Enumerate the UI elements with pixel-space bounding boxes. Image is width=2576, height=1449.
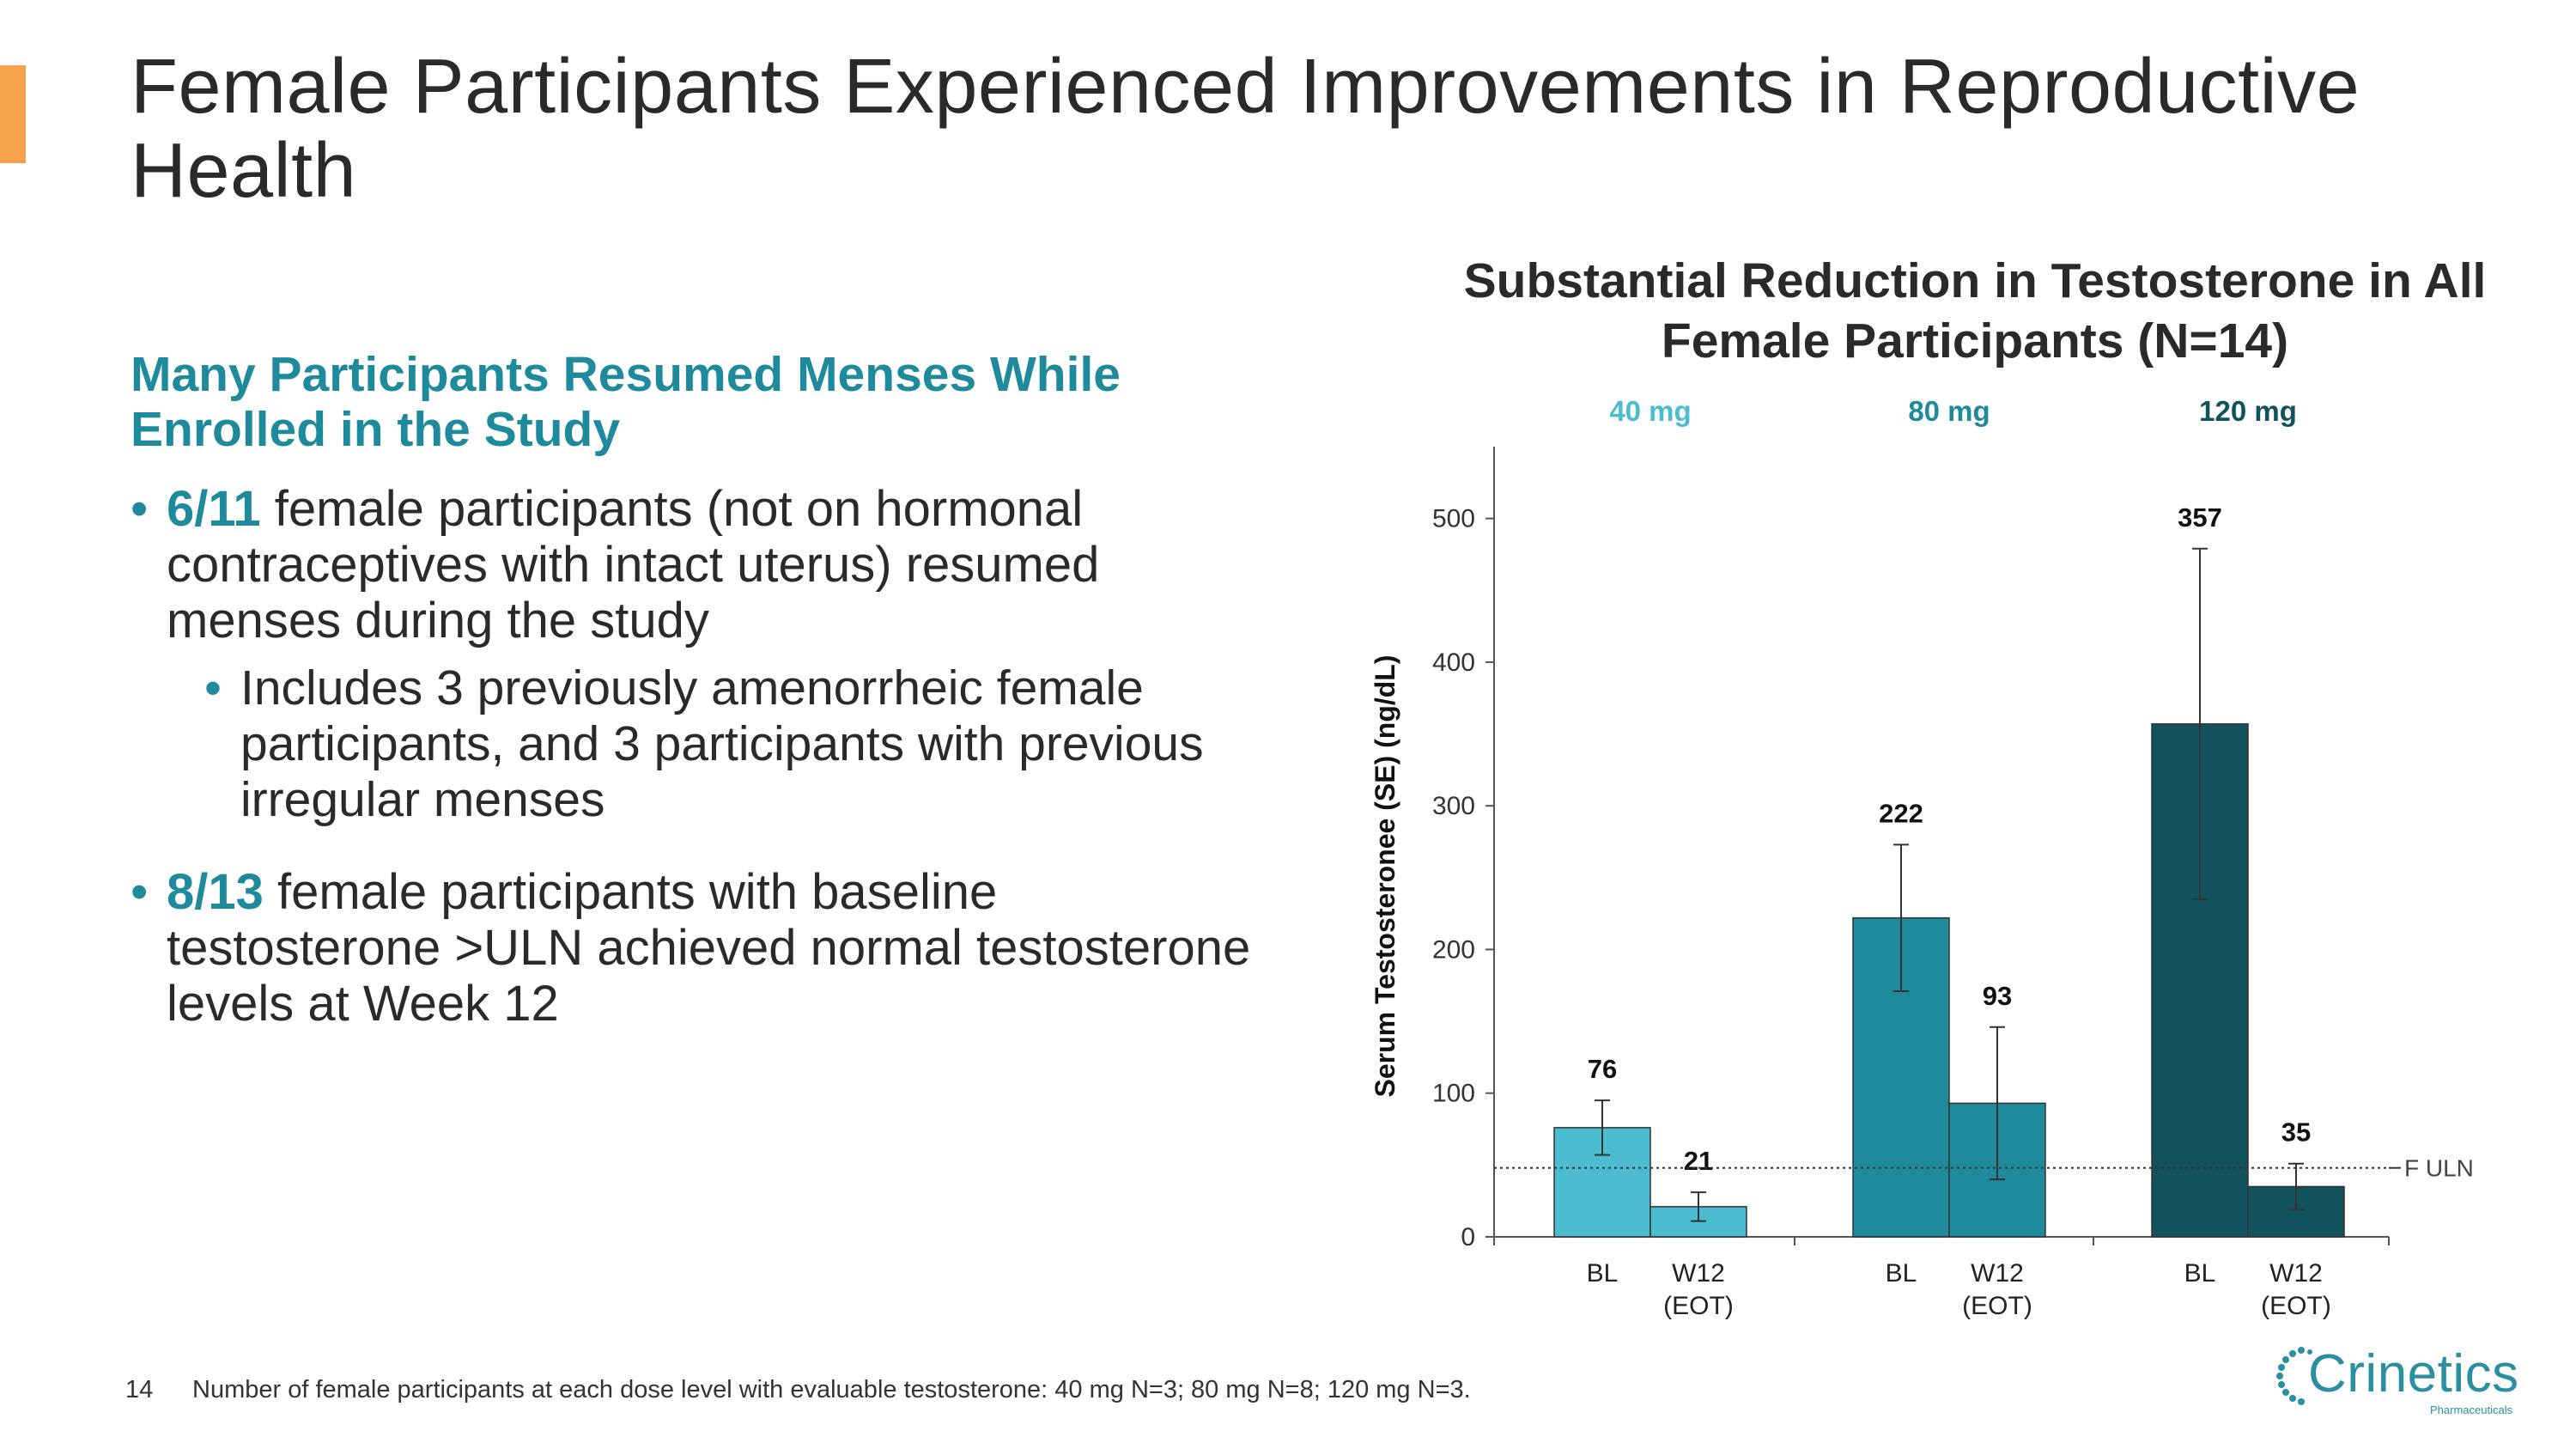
left-column: Many Participants Resumed Menses While E… — [131, 347, 1273, 1044]
group-label: 120 mg — [2199, 395, 2297, 427]
y-tick-label: 300 — [1432, 792, 1475, 820]
x-category-label: BL — [2184, 1259, 2216, 1288]
bullet-dot: • — [131, 864, 149, 920]
y-tick-label: 400 — [1432, 648, 1475, 677]
x-category-label: (EOT) — [1962, 1292, 2032, 1320]
sub-bullet-amenorrheic: • Includes 3 previously amenorrheic femal… — [131, 661, 1273, 828]
logo-dots-icon — [2276, 1347, 2312, 1405]
y-axis-label: Serum Testosteronee (SE) (ng/dL) — [1370, 654, 1400, 1097]
bullet-text: female participants (not on hormonal con… — [167, 481, 1100, 648]
title-accent-bar — [0, 65, 26, 163]
logo-subtitle: Pharmaceuticals — [2430, 1403, 2513, 1416]
testosterone-bar-chart: 0 100 200 300 400 500 Serum Testosteronee (SE)… — [1370, 395, 2474, 1320]
data-label: 357 — [2178, 502, 2222, 533]
bullet-text: female participants with baseline testos… — [167, 864, 1251, 1032]
bullet-highlight: 8/13 — [167, 864, 264, 920]
y-tick-label: 100 — [1432, 1080, 1475, 1108]
x-category-label: (EOT) — [2261, 1292, 2331, 1320]
data-label: 222 — [1879, 798, 1923, 828]
group-label: 40 mg — [1609, 395, 1691, 427]
crinetics-logo: Crinetics Pharmaceuticals — [2267, 1340, 2518, 1417]
chart-title: Substantial Reduction in Testosterone in… — [1463, 253, 2487, 368]
bullet-text: Includes 3 previously amenorrheic female… — [240, 661, 1204, 827]
slide-title: Female Participants Experienced Improvem… — [131, 44, 2360, 214]
bullet-menses: • 6/11 female participants (not on hormon… — [131, 481, 1273, 648]
uln-label: F ULN — [2404, 1155, 2474, 1182]
y-tick-label: 500 — [1432, 505, 1475, 533]
y-tick-label: 0 — [1461, 1223, 1475, 1251]
data-label: 21 — [1684, 1146, 1713, 1176]
data-label: 76 — [1588, 1054, 1617, 1084]
section-heading: Many Participants Resumed Menses While E… — [131, 347, 1121, 457]
y-tick-label: 200 — [1432, 935, 1475, 964]
data-label: 93 — [1983, 981, 2012, 1011]
bullet-testosterone: • 8/13 female participants with baseline … — [131, 864, 1273, 1032]
x-category-label: BL — [1587, 1259, 1619, 1288]
bullet-dot: • — [204, 661, 222, 715]
bullet-dot: • — [131, 481, 149, 537]
x-category-label: W12 — [1971, 1259, 2024, 1288]
footnote: Number of female participants at each do… — [192, 1376, 1471, 1403]
page-number: 14 — [125, 1376, 154, 1403]
data-label: 35 — [2281, 1117, 2311, 1148]
logo-wordmark: Crinetics — [2308, 1344, 2519, 1403]
x-category-label: W12 — [2269, 1259, 2323, 1288]
x-category-label: BL — [1886, 1259, 1917, 1288]
bullet-highlight: 6/11 — [167, 481, 261, 537]
x-category-label: W12 — [1672, 1259, 1725, 1288]
group-label: 80 mg — [1908, 395, 1990, 427]
x-category-label: (EOT) — [1663, 1292, 1734, 1320]
